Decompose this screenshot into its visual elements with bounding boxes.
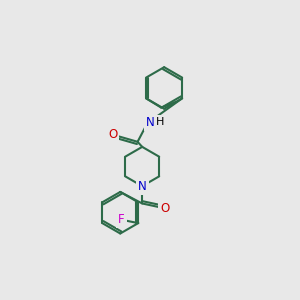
Text: H: H bbox=[156, 117, 164, 127]
Text: F: F bbox=[118, 213, 125, 226]
Text: O: O bbox=[108, 128, 117, 141]
Text: O: O bbox=[160, 202, 170, 214]
Text: N: N bbox=[138, 180, 147, 193]
Text: N: N bbox=[146, 116, 155, 129]
